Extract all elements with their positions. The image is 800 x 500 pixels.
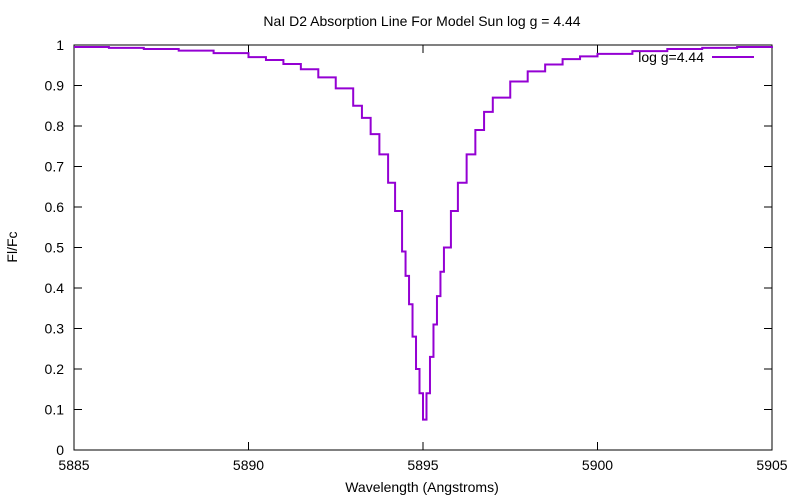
plot-frame <box>73 44 773 451</box>
y-tick-label: 0 <box>56 442 64 458</box>
legend-label: log g=4.44 <box>638 49 704 65</box>
x-tick-label: 5895 <box>407 457 438 473</box>
x-tick-label: 5905 <box>756 457 787 473</box>
series-line <box>74 46 773 421</box>
x-tick-label: 5885 <box>58 457 89 473</box>
y-tick-label: 0.1 <box>45 402 65 418</box>
legend: log g=4.44 <box>638 49 754 65</box>
y-tick-label: 0.6 <box>45 199 65 215</box>
y-tick-label: 1 <box>56 37 64 53</box>
chart-title: NaI D2 Absorption Line For Model Sun log… <box>263 13 580 29</box>
y-tick-label: 0.4 <box>45 280 65 296</box>
y-axis: 0 0.1 0.2 0.3 0.4 0.5 0.6 0.7 0.8 0.9 1 <box>45 37 772 458</box>
y-tick-label: 0.5 <box>45 240 65 256</box>
y-tick-label: 0.8 <box>45 118 65 134</box>
x-tick-label: 5890 <box>233 457 264 473</box>
series-layer <box>74 46 773 421</box>
y-tick-label: 0.2 <box>45 361 65 377</box>
x-tick-label: 5900 <box>582 457 613 473</box>
y-tick-label: 0.7 <box>45 159 65 175</box>
x-axis-label: Wavelength (Angstroms) <box>345 479 499 495</box>
y-axis-label: Fl/Fc <box>4 231 20 262</box>
y-tick-label: 0.3 <box>45 321 65 337</box>
y-tick-label: 0.9 <box>45 78 65 94</box>
x-axis: 5885 5890 5895 5900 5905 <box>58 45 788 473</box>
